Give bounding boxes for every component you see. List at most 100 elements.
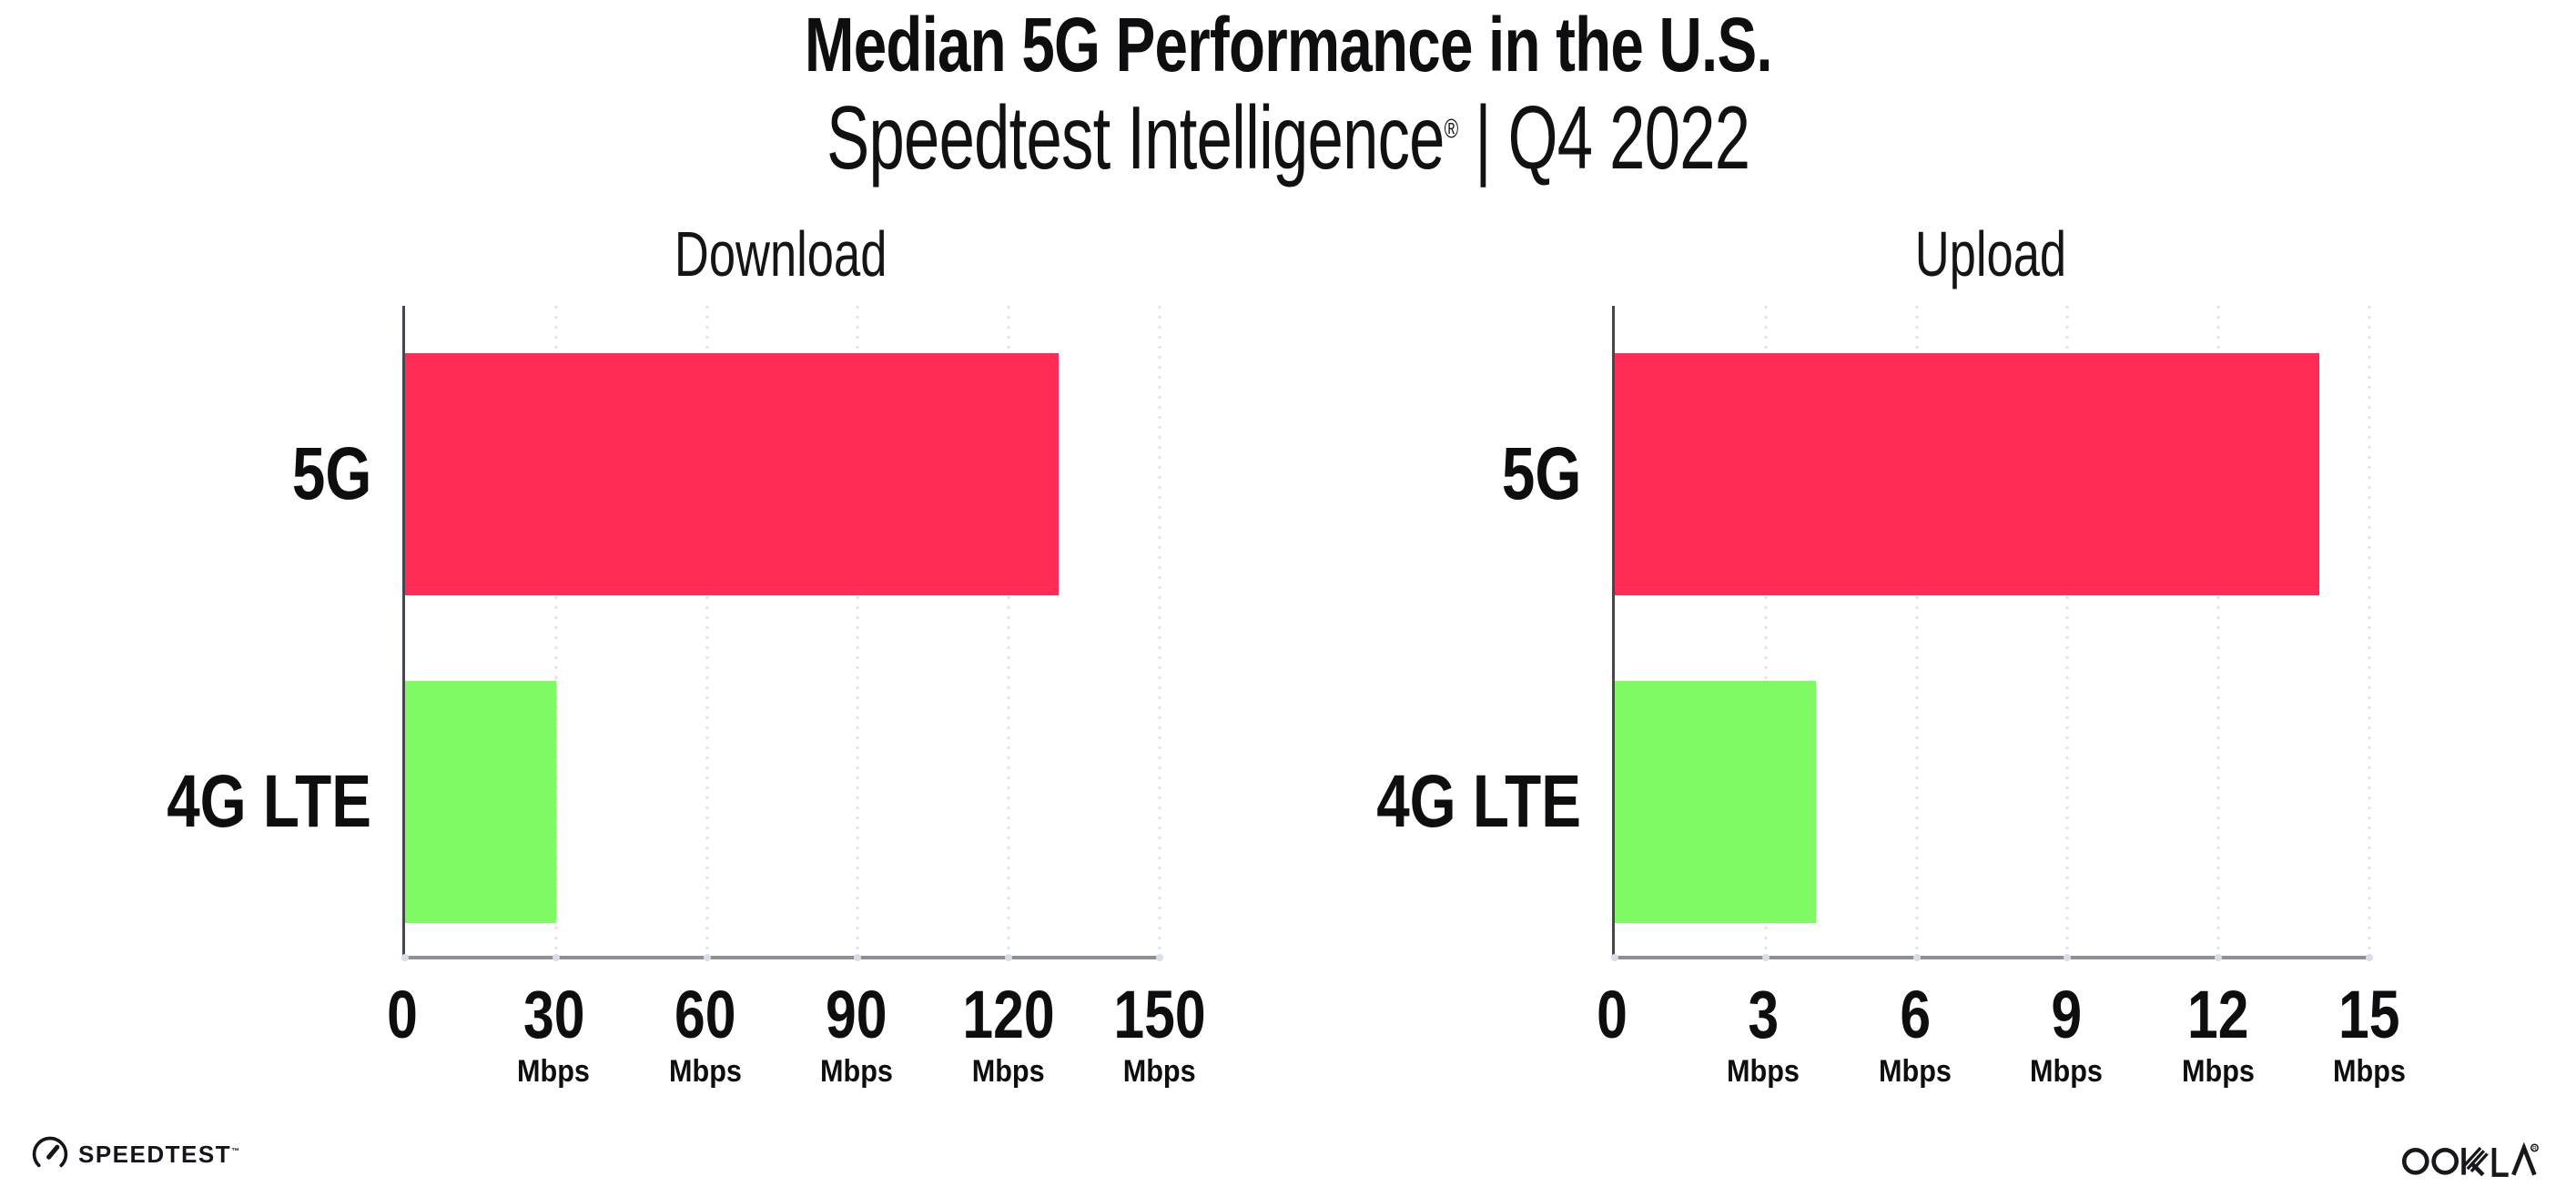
x-tick-unit-text: Mbps — [668, 1054, 742, 1089]
page-title: Median 5G Performance in the U.S. — [0, 5, 2576, 85]
speedtest-logo-text: SPEEDTEST — [78, 1141, 232, 1168]
axis-tick-dot-15 — [2366, 954, 2373, 961]
category-label-text: 5G — [291, 432, 371, 515]
x-tick-unit-text: Mbps — [971, 1054, 1045, 1089]
x-tick-0: 0 — [383, 959, 421, 1049]
x-tick-value: 0 — [1593, 981, 1630, 1049]
subtitle-period: Q4 2022 — [1507, 87, 1750, 188]
page-title-text: Median 5G Performance in the U.S. — [804, 2, 1773, 87]
x-tick-unit: Mbps — [664, 1056, 745, 1087]
page-subtitle-text: Speedtest Intelligence® | Q4 2022 — [827, 91, 1750, 185]
x-tick-value-text: 6 — [1899, 977, 1931, 1052]
x-tick-value: 15 — [2329, 981, 2410, 1049]
bar-4g-lte — [405, 681, 556, 923]
x-tick-3: 3 Mbps — [1723, 959, 1804, 1088]
x-tick-unit: Mbps — [816, 1056, 898, 1087]
x-tick-unit-text: Mbps — [1878, 1054, 1952, 1089]
speedtest-trademark-mark: ™ — [231, 1146, 241, 1156]
axis-tick-dot-12 — [2215, 954, 2223, 961]
x-tick-120: 120 Mbps — [952, 959, 1064, 1088]
x-tick-value: 0 — [383, 981, 421, 1049]
chart-title-text: Upload — [1914, 218, 2067, 289]
gridline-120 — [1007, 306, 1010, 956]
bar-5g — [405, 353, 1060, 595]
bar-4g-lte — [1615, 681, 1817, 923]
chart-download: Download 5G 4G LTE 0 30 Mbps 60 Mbps 90 Mbps 120 Mb… — [167, 0, 1205, 1197]
x-tick-unit: Mbps — [952, 1056, 1064, 1087]
x-tick-value: 150 — [1103, 981, 1215, 1049]
x-tick-unit: Mbps — [2329, 1056, 2410, 1087]
axis-tick-dot-150 — [1156, 954, 1163, 961]
gridline-9 — [2065, 306, 2069, 956]
gridline-90 — [856, 306, 859, 956]
x-tick-value-text: 120 — [961, 977, 1055, 1052]
x-tick-value: 12 — [2177, 981, 2258, 1049]
category-label-5g: 5G — [272, 437, 371, 512]
x-tick-unit: Mbps — [2177, 1056, 2258, 1087]
x-tick-30: 30 Mbps — [513, 959, 594, 1089]
x-tick-unit: Mbps — [1874, 1056, 1955, 1087]
gridline-150 — [1158, 306, 1161, 956]
axis-tick-dot-0 — [1611, 954, 1618, 961]
x-tick-unit-text: Mbps — [2030, 1054, 2104, 1089]
x-tick-value-text: 0 — [387, 977, 418, 1052]
axis-tick-dot-0 — [401, 954, 409, 961]
x-tick-150: 150 Mbps — [1103, 959, 1215, 1088]
gridline-6 — [1915, 306, 1919, 956]
x-tick-unit-text: Mbps — [2333, 1054, 2406, 1089]
subtitle-product: Speedtest Intelligence — [826, 87, 1445, 188]
category-label-4g-lte: 4G LTE — [1325, 765, 1581, 839]
x-tick-value-text: 0 — [1597, 977, 1628, 1052]
axis-tick-dot-60 — [703, 954, 711, 961]
axis-tick-dot-9 — [2064, 954, 2072, 961]
gridline-3 — [1764, 306, 1768, 956]
gridline-30 — [554, 306, 558, 956]
x-tick-value-text: 3 — [1748, 977, 1780, 1052]
axis-tick-dot-120 — [1005, 954, 1013, 961]
chart-title: Download — [402, 222, 1160, 286]
x-tick-unit: Mbps — [2026, 1056, 2107, 1087]
category-label-text: 4G LTE — [167, 760, 371, 843]
chart-title: Upload — [1612, 222, 2369, 286]
gridline-12 — [2216, 306, 2220, 956]
x-tick-value: 9 — [2026, 981, 2107, 1049]
speedtest-gauge-icon — [32, 1136, 68, 1168]
category-label-4g-lte: 4G LTE — [116, 765, 371, 839]
x-tick-unit: Mbps — [1723, 1056, 1804, 1087]
page-subtitle: Speedtest Intelligence® | Q4 2022 — [0, 91, 2576, 185]
x-tick-unit-text: Mbps — [1727, 1054, 1800, 1089]
x-tick-unit: Mbps — [1103, 1056, 1215, 1087]
x-tick-6: 6 Mbps — [1874, 959, 1955, 1088]
x-axis-tick-labels: 0 30 Mbps 60 Mbps 90 Mbps 120 Mbps 150 Mbps — [387, 959, 1205, 1105]
ookla-logo: R — [2401, 1140, 2540, 1182]
x-tick-90: 90 Mbps — [816, 959, 898, 1088]
x-tick-unit-text: Mbps — [820, 1054, 894, 1089]
x-tick-value-text: 9 — [2051, 977, 2083, 1052]
axis-tick-dot-90 — [854, 954, 862, 961]
x-tick-value-text: 90 — [826, 977, 887, 1052]
speedtest-logo-label: SPEEDTEST™ — [78, 1142, 241, 1166]
x-tick-60: 60 Mbps — [664, 959, 745, 1088]
x-tick-value: 30 — [513, 981, 594, 1049]
x-tick-value-text: 12 — [2186, 977, 2249, 1052]
ookla-logo-icon: R — [2401, 1141, 2539, 1177]
x-tick-value: 90 — [816, 981, 898, 1049]
gridline-60 — [705, 306, 709, 956]
x-tick-value: 60 — [664, 981, 745, 1049]
category-label-text: 4G LTE — [1376, 760, 1581, 843]
x-tick-unit-text: Mbps — [2181, 1054, 2255, 1089]
axis-tick-dot-3 — [1761, 954, 1770, 961]
x-tick-unit-text: Mbps — [1123, 1054, 1196, 1089]
x-tick-unit-text: Mbps — [517, 1054, 591, 1089]
x-tick-value-text: 15 — [2338, 977, 2400, 1052]
x-tick-12: 12 Mbps — [2177, 959, 2258, 1088]
axis-tick-dot-30 — [552, 954, 560, 961]
x-tick-value-text: 150 — [1113, 977, 1206, 1052]
chart-title-text: Download — [674, 218, 887, 289]
registered-mark: ® — [1444, 114, 1458, 145]
subtitle-separator: | — [1475, 87, 1491, 188]
x-tick-value: 3 — [1723, 981, 1804, 1049]
x-tick-15: 15 Mbps — [2329, 959, 2410, 1088]
plot-area: 5G 4G LTE — [167, 306, 1163, 961]
